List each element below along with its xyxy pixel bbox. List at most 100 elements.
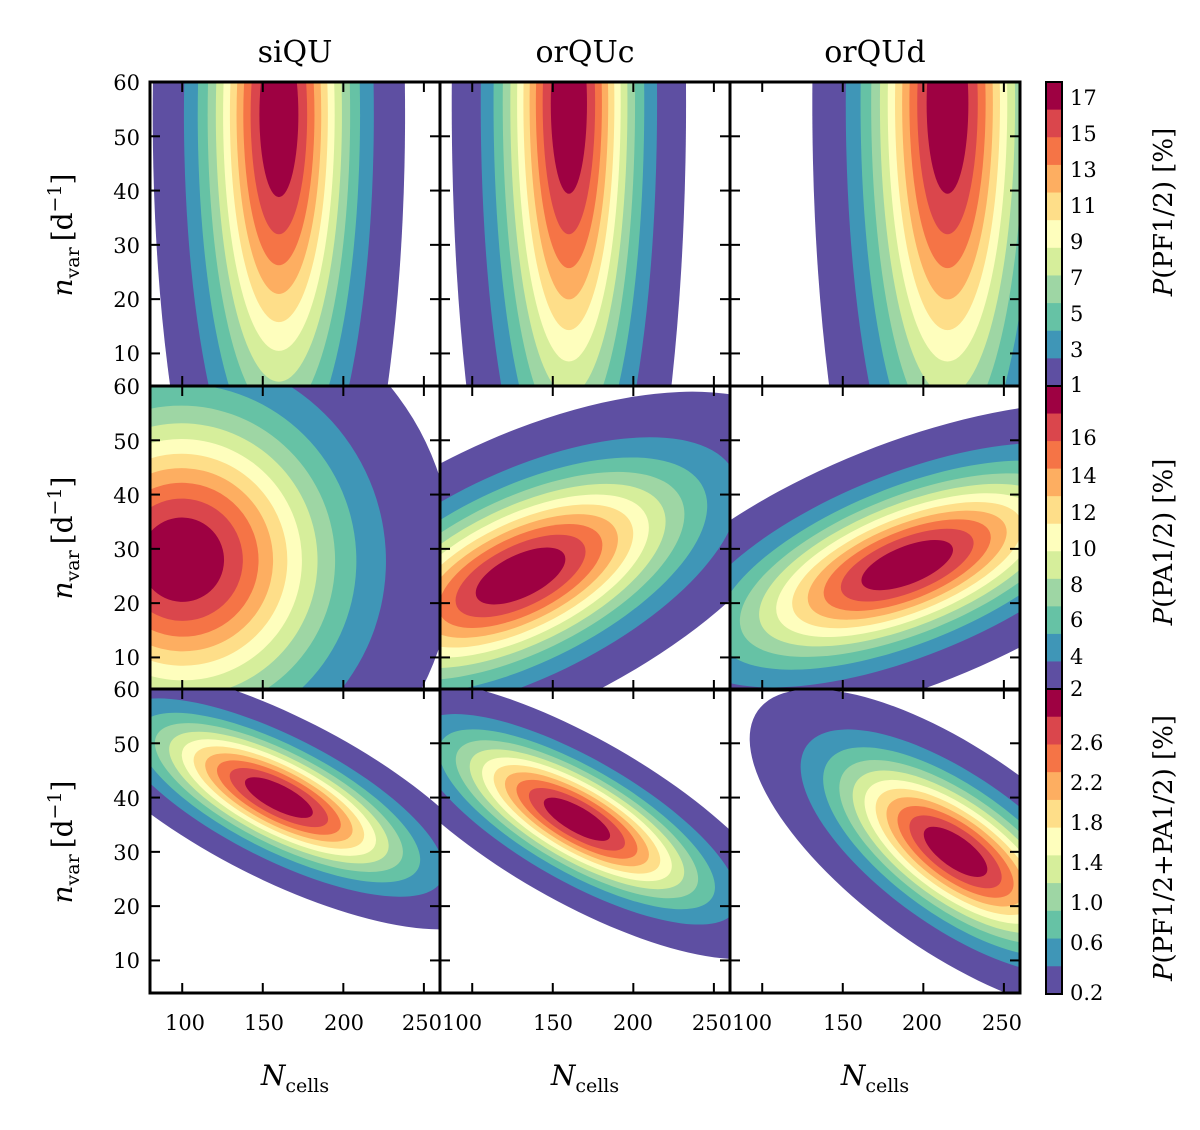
colorbar-label-p: P <box>1149 963 1179 982</box>
y-axis-label-unit: [d <box>46 515 79 544</box>
y-axis-label-exp: −1 <box>44 791 66 819</box>
x-axis-label-var: N <box>550 1059 577 1092</box>
colorbar-segment <box>1046 855 1062 884</box>
colorbar-pf <box>1045 81 1063 387</box>
y-tick-label: 40 <box>113 180 140 204</box>
x-tick-label: 150 <box>533 1011 573 1035</box>
colorbar-pf-ticks: 17 15 13 11 9 7 5 3 1 <box>1070 86 1097 397</box>
contour-field <box>749 689 1020 993</box>
colorbar-tick-label: 0.6 <box>1070 931 1103 955</box>
x-tick-label: 150 <box>244 1011 284 1035</box>
colorbar-tick-label: 2.6 <box>1070 731 1103 755</box>
x-tick-label: 250 <box>982 1011 1022 1035</box>
colorbar-segment <box>1046 358 1062 387</box>
contour-level <box>543 797 611 841</box>
y-axis-label-var: n <box>46 278 79 296</box>
panel-siqu-pa <box>148 384 442 692</box>
colorbar-label-text: (PA1/2) [%] <box>1149 459 1179 608</box>
y-axis-label-var: n <box>46 885 79 903</box>
y-tick-label: 10 <box>113 949 140 973</box>
colorbar-tick-label: 10 <box>1070 537 1097 561</box>
colorbar-segment <box>1046 966 1062 995</box>
colorbar-tick-label: 2.2 <box>1070 771 1103 795</box>
colorbar-tick-label: 16 <box>1070 426 1097 450</box>
colorbar-segment <box>1046 192 1062 221</box>
y-axis-label-unit: [d <box>46 212 79 241</box>
colorbar-segment <box>1046 689 1062 718</box>
colorbar-tick-label: 9 <box>1070 230 1083 254</box>
y-axis-label-unit: [d <box>46 819 79 848</box>
colorbar-tick-label: 11 <box>1070 194 1097 218</box>
panel-siqu-pfpa <box>148 687 442 995</box>
panel-orquc-pa <box>438 384 732 692</box>
colorbar-segment <box>1046 938 1062 967</box>
y-axis-label-close: ] <box>46 173 79 184</box>
colorbar-segment <box>1046 247 1062 276</box>
panel-frame <box>728 687 1022 995</box>
y-axis-label-exp: −1 <box>44 487 66 515</box>
panel-orquc-pfpa <box>438 687 732 995</box>
contour-level <box>475 547 566 605</box>
column-title-orqud: orQUd <box>824 35 925 70</box>
colorbar-tick-label: 17 <box>1070 86 1097 110</box>
x-tick-labels: 100 150 200 250100 150 200 250100 150 20… <box>165 1011 1022 1035</box>
colorbar-segment <box>1046 220 1062 249</box>
y-axis-label-row-2: nvar [d−1] <box>44 476 84 599</box>
y-tick-label: 60 <box>113 678 140 702</box>
colorbar-segment <box>1046 883 1062 912</box>
colorbar-label-p: P <box>1149 607 1179 626</box>
contour-field <box>440 391 730 690</box>
colorbar-segment <box>1046 386 1062 415</box>
colorbar-segment <box>1046 551 1062 580</box>
y-axis-label-sub: var <box>62 549 84 582</box>
colorbar-segment <box>1046 606 1062 635</box>
colorbar-pa-ticks: 16 14 12 10 8 6 4 2 <box>1070 426 1097 701</box>
x-tick-label-joined: 250100 <box>402 1011 482 1035</box>
y-axis-label-var: n <box>46 581 79 599</box>
contour-level <box>550 82 587 194</box>
colorbar-tick-label: 3 <box>1070 338 1083 362</box>
colorbar-label-text: (PF1/2) [%] <box>1149 128 1179 279</box>
x-axis-label-col-3: Ncells <box>840 1059 909 1097</box>
column-title-siqu: siQU <box>258 35 333 70</box>
y-tick-label: 50 <box>113 430 140 454</box>
colorbar-segment <box>1046 799 1062 829</box>
y-tick-labels-row-3: 60 50 40 30 20 10 <box>113 678 140 973</box>
contour-field <box>150 689 440 930</box>
y-axis-label-exp: −1 <box>44 184 66 212</box>
x-axis-label-sub: cells <box>865 1075 909 1097</box>
colorbar-tick-label: 1.4 <box>1070 851 1103 875</box>
colorbar-segment <box>1046 137 1062 166</box>
y-tick-label: 20 <box>113 895 140 919</box>
colorbar-label-text: (PF1/2+PA1/2) [%] <box>1149 715 1179 963</box>
y-tick-label: 60 <box>113 375 140 399</box>
colorbar-segment <box>1046 441 1062 470</box>
colorbar-tick-label: 6 <box>1070 608 1083 632</box>
colorbar-tick-label: 0.2 <box>1070 981 1103 1005</box>
y-axis-label-row-1: nvar [d−1] <box>44 173 84 296</box>
y-axis-label-sub: var <box>62 246 84 279</box>
colorbar-segment <box>1046 496 1062 525</box>
panel-orquc-pf <box>438 80 732 388</box>
contour-level <box>923 826 988 877</box>
colorbar-tick-label: 2 <box>1070 677 1083 701</box>
x-axis-label-var: N <box>260 1059 287 1092</box>
contour-field <box>451 82 687 386</box>
y-tick-label: 20 <box>113 288 140 312</box>
colorbar-frame <box>1045 688 1063 995</box>
colorbar-tick-label: 8 <box>1070 573 1083 597</box>
x-tick-label: 150 <box>823 1011 863 1035</box>
y-tick-label: 10 <box>113 342 140 366</box>
colorbar-tick-label: 12 <box>1070 501 1097 525</box>
colorbar-segment <box>1046 772 1062 801</box>
colorbar-segment <box>1046 164 1062 194</box>
y-axis-label-sub: var <box>62 853 84 886</box>
colorbar-tick-label: 15 <box>1070 122 1097 146</box>
y-axis-label-close: ] <box>46 476 79 487</box>
colorbar-segment <box>1046 523 1062 552</box>
colorbar-tick-label: 4 <box>1070 645 1083 669</box>
x-tick-label-joined: 250100 <box>692 1011 772 1035</box>
y-tick-label: 30 <box>113 841 140 865</box>
y-tick-label: 20 <box>113 592 140 616</box>
